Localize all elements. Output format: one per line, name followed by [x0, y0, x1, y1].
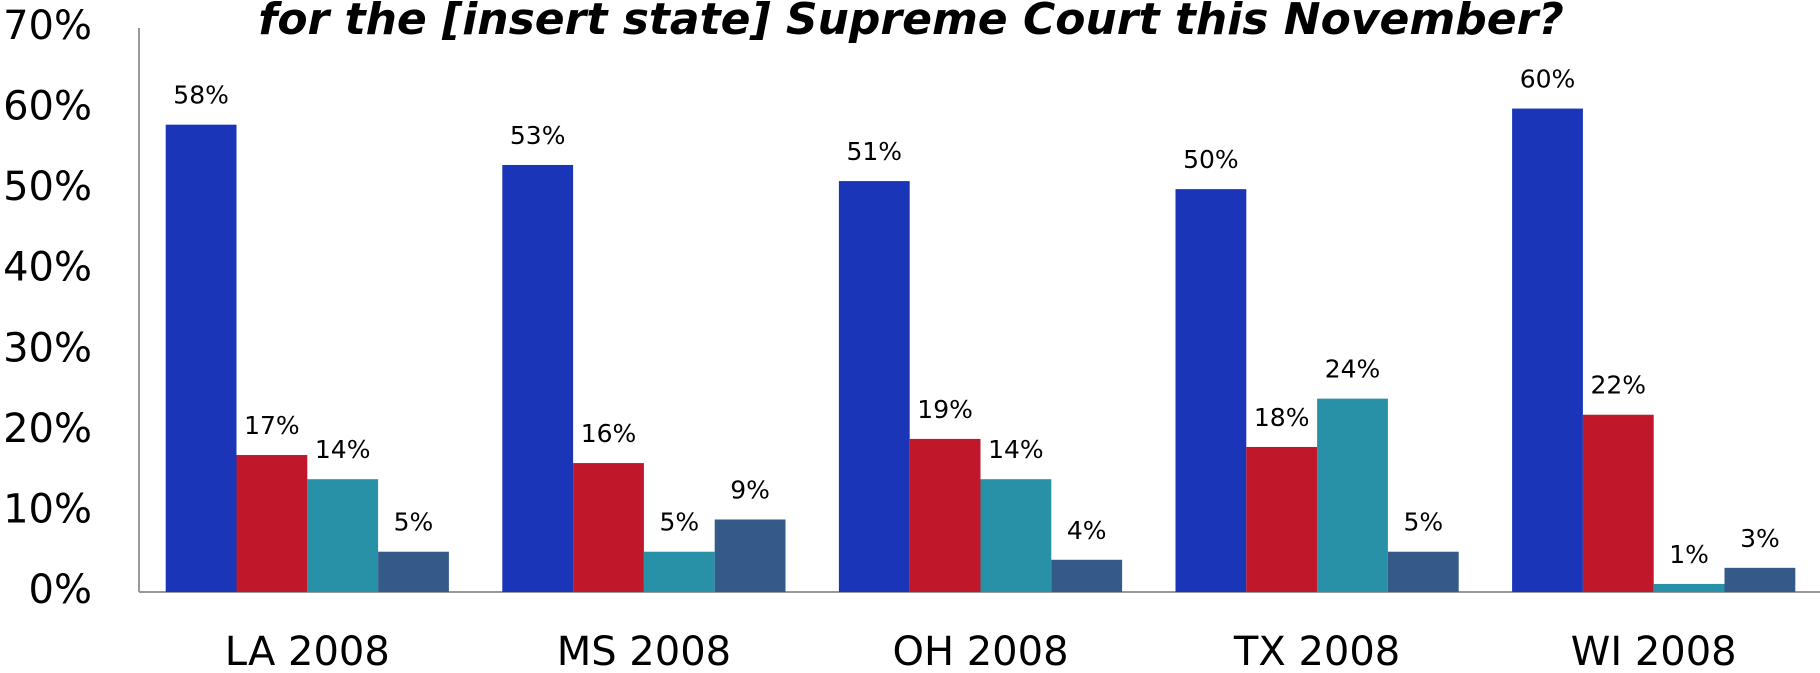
- bar: [838, 181, 910, 593]
- bar: [1317, 398, 1388, 592]
- bar: [378, 551, 449, 592]
- bar: [1387, 551, 1459, 592]
- value-label: 19%: [917, 395, 973, 424]
- bar: [1175, 189, 1247, 592]
- bar: [236, 455, 308, 592]
- x-tick-label: MS 2008: [557, 629, 731, 673]
- value-label: 1%: [1669, 540, 1709, 569]
- bar: [643, 551, 715, 592]
- bar: [502, 164, 574, 592]
- value-label: 50%: [1183, 145, 1239, 174]
- value-label: 5%: [1403, 508, 1443, 537]
- bar: [307, 479, 379, 592]
- x-tick-label: LA 2008: [225, 629, 390, 673]
- y-tick-label: 70%: [3, 3, 92, 49]
- value-label: 4%: [1067, 516, 1107, 545]
- value-label: 16%: [581, 419, 637, 448]
- x-tick-label: OH 2008: [892, 629, 1068, 673]
- value-label: 14%: [315, 435, 371, 464]
- bar: [714, 519, 786, 592]
- value-label: 9%: [730, 475, 770, 504]
- x-tick-label: TX 2008: [1233, 629, 1400, 673]
- x-tick-label: WI 2008: [1571, 629, 1737, 673]
- value-label: 17%: [244, 411, 300, 440]
- value-label: 58%: [173, 81, 229, 110]
- bar: [1724, 567, 1796, 592]
- y-tick-label: 10%: [3, 486, 92, 532]
- y-tick-label: 0%: [29, 567, 92, 613]
- value-label: 22%: [1591, 371, 1647, 400]
- value-label: 51%: [847, 137, 903, 166]
- y-tick-label: 20%: [3, 406, 92, 452]
- bar: [980, 479, 1052, 592]
- value-label: 53%: [510, 121, 566, 150]
- value-label: 5%: [659, 508, 699, 537]
- bar: [1512, 108, 1583, 593]
- value-label: 60%: [1520, 65, 1576, 94]
- value-label: 14%: [988, 435, 1044, 464]
- bar: [909, 438, 981, 592]
- bar: [165, 124, 237, 592]
- y-tick-label: 30%: [3, 325, 92, 371]
- value-label: 3%: [1740, 524, 1780, 553]
- y-tick-label: 50%: [3, 164, 92, 210]
- bar: [1582, 414, 1654, 592]
- value-label: 5%: [394, 508, 434, 537]
- bar: [1653, 583, 1725, 592]
- bar: [573, 463, 644, 592]
- chart-title: for the [insert state] Supreme Court thi…: [258, 0, 1564, 45]
- y-tick-label: 60%: [3, 84, 92, 130]
- y-tick-label: 40%: [3, 245, 92, 291]
- value-label: 18%: [1254, 403, 1310, 432]
- bar: [1051, 559, 1123, 592]
- bar: [1246, 446, 1318, 592]
- value-label: 24%: [1325, 355, 1381, 384]
